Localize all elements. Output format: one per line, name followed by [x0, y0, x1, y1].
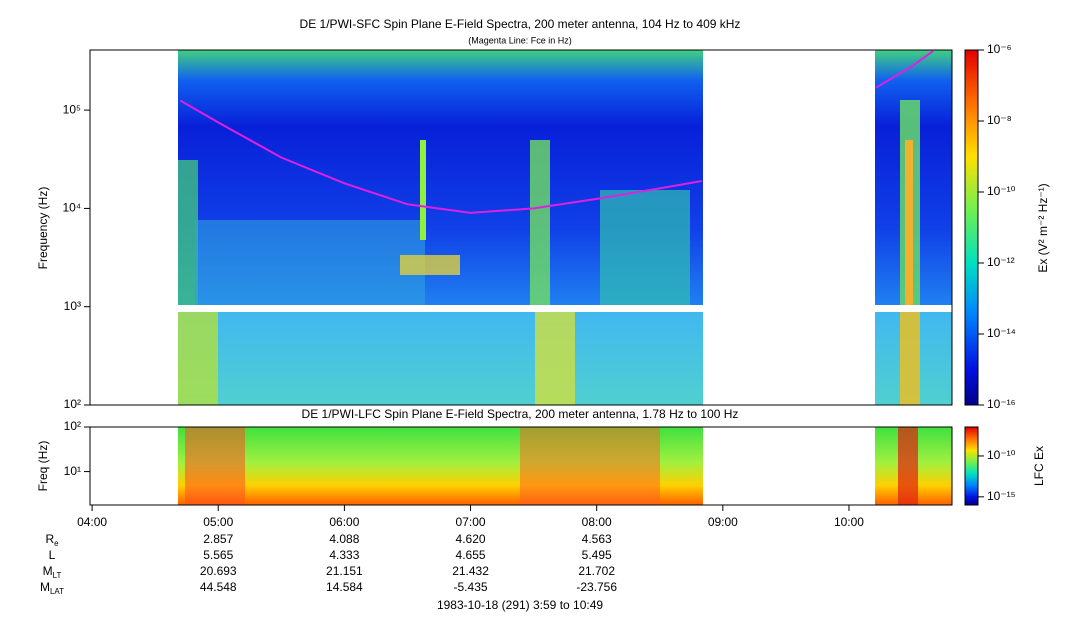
plot-frame: [89, 426, 953, 506]
ephemeris-value: 20.693: [200, 564, 237, 578]
colorbar: [964, 426, 979, 506]
colorbar-tick-label: 10⁻¹⁴: [987, 326, 1016, 340]
x-tick-label: 04:00: [77, 515, 107, 529]
y-tick-label: 10³: [64, 299, 81, 313]
y-tick-label: 10¹: [64, 464, 81, 478]
row-label: L: [49, 548, 56, 562]
ephemeris-value: 4.333: [329, 548, 359, 562]
row-label-sub: LAT: [50, 587, 64, 596]
row-label-sub: LT: [53, 571, 62, 580]
ephemeris-value: -5.435: [454, 580, 488, 594]
colorbar-tick-label: 10⁻¹²: [987, 255, 1015, 269]
y-tick-label: 10⁵: [63, 102, 81, 116]
colorbar-label: LFC Ex: [1032, 446, 1046, 486]
colorbar-tick-label: 10⁻¹⁰: [987, 448, 1016, 462]
ephemeris-value: 44.548: [200, 580, 237, 594]
x-tick-label: 10:00: [834, 515, 864, 529]
fce-line: [179, 50, 934, 214]
chart-subtitle: (Magenta Line: Fce in Hz): [468, 35, 572, 45]
x-tick-label: 07:00: [456, 515, 486, 529]
row-label-main: L: [49, 548, 56, 562]
row-label: MLT: [43, 564, 62, 580]
ephemeris-value: 4.088: [329, 532, 359, 546]
colorbar-tick-label: 10⁻⁸: [987, 113, 1012, 127]
colorbar-tick-label: 10⁻¹⁵: [987, 489, 1016, 503]
ephemeris-value: 4.620: [456, 532, 486, 546]
x-tick-label: 09:00: [708, 515, 738, 529]
y-tick-label: 10²: [64, 419, 81, 433]
ephemeris-value: 21.151: [326, 564, 363, 578]
ephemeris-value: 4.563: [582, 532, 612, 546]
y-tick-label: 10²: [64, 397, 81, 411]
colorbar-tick-label: 10⁻¹⁶: [987, 397, 1016, 411]
y-tick-label: 10⁴: [62, 201, 81, 215]
chart-title: DE 1/PWI-LFC Spin Plane E-Field Spectra,…: [302, 407, 739, 421]
plot-frame: [89, 49, 953, 406]
ephemeris-value: -23.756: [576, 580, 617, 594]
row-label: MLAT: [40, 580, 64, 596]
footer: 1983-10-18 (291) 3:59 to 10:49: [437, 598, 603, 612]
spectrogram-image: [178, 50, 952, 505]
row-label-main: R: [45, 532, 54, 546]
y-axis-label: Frequency (Hz): [36, 187, 50, 270]
colorbar-label: Ex (V² m⁻² Hz⁻¹): [1036, 183, 1050, 272]
colorbar-tick-label: 10⁻¹⁰: [987, 184, 1016, 198]
ephemeris-value: 21.702: [578, 564, 615, 578]
ephemeris-value: 14.584: [326, 580, 363, 594]
row-label-sub: e: [54, 539, 59, 548]
ephemeris-value: 2.857: [203, 532, 233, 546]
x-tick-label: 08:00: [582, 515, 612, 529]
row-label-main: M: [40, 580, 50, 594]
row-label-main: M: [43, 564, 53, 578]
x-tick-label: 05:00: [203, 515, 233, 529]
ephemeris-value: 5.565: [203, 548, 233, 562]
ephemeris-value: 4.655: [456, 548, 486, 562]
ephemeris-value: 5.495: [582, 548, 612, 562]
colorbar-tick-label: 10⁻⁶: [987, 42, 1012, 56]
row-label: Re: [45, 532, 59, 548]
x-tick-label: 06:00: [329, 515, 359, 529]
y-axis-label: Freq (Hz): [36, 441, 50, 492]
colorbar: [964, 49, 979, 406]
ephemeris-value: 21.432: [452, 564, 489, 578]
chart-title: DE 1/PWI-SFC Spin Plane E-Field Spectra,…: [300, 17, 741, 31]
